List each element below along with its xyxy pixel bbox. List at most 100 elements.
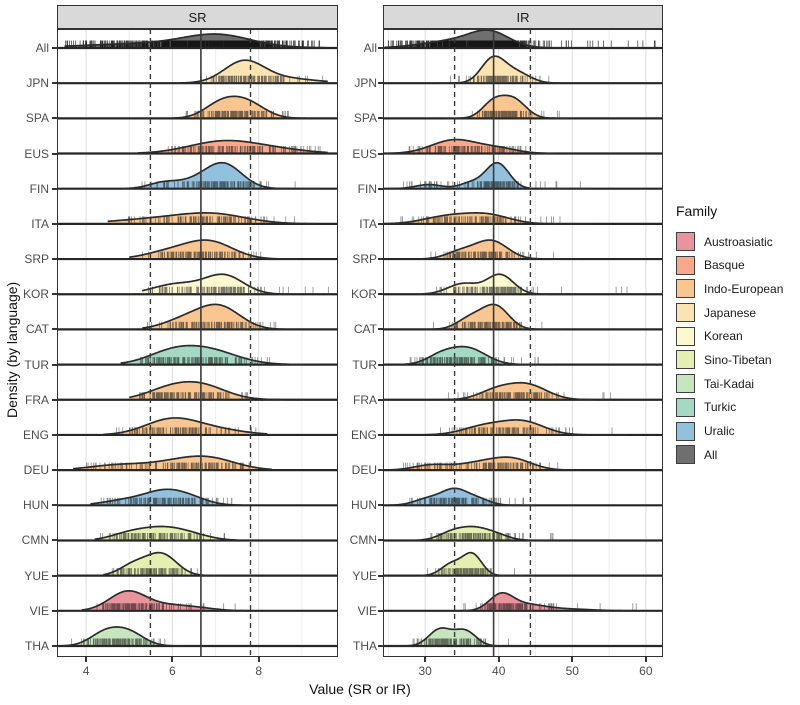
row-label: ENG bbox=[22, 427, 49, 442]
y-axis-tick bbox=[377, 222, 383, 225]
legend-label: Korean bbox=[704, 329, 743, 344]
y-axis-tick bbox=[377, 293, 383, 296]
row-label: THA bbox=[25, 639, 49, 653]
row-label: YUE bbox=[352, 568, 377, 583]
y-axis-tick bbox=[377, 187, 383, 190]
row-label: TUR bbox=[24, 357, 49, 372]
facet-strip-ir: IR bbox=[383, 5, 663, 29]
row-label: ENG bbox=[350, 427, 377, 442]
ridgeline-plot-ir bbox=[383, 29, 663, 657]
row-label: JPN bbox=[354, 76, 377, 91]
y-axis-tick bbox=[51, 47, 57, 49]
legend-item: Japanese bbox=[676, 303, 800, 323]
row-label: DEU bbox=[351, 463, 377, 478]
row-label: All bbox=[35, 41, 49, 55]
x-axis-tick bbox=[644, 657, 647, 662]
row-label: SPA bbox=[353, 111, 377, 126]
legend-swatch bbox=[676, 421, 695, 441]
y-axis-tick bbox=[377, 152, 383, 155]
x-tick-label: 4 bbox=[82, 664, 90, 678]
legend-label: Indo-European bbox=[704, 281, 784, 296]
x-tick-label: 40 bbox=[492, 664, 506, 678]
legend-item: Basque bbox=[676, 255, 800, 275]
legend-label: Sino-Tibetan bbox=[704, 352, 772, 367]
legend-title: Family bbox=[676, 203, 718, 219]
legend-label: All bbox=[704, 447, 718, 462]
row-label: FIN bbox=[357, 181, 377, 196]
row-label: VIE bbox=[357, 603, 377, 618]
y-axis-tick bbox=[377, 258, 383, 261]
legend-swatch bbox=[676, 374, 695, 394]
row-label: TUR bbox=[352, 357, 377, 372]
x-axis-tick bbox=[85, 657, 88, 662]
row-label: FRA bbox=[353, 392, 377, 407]
row-label: JPN bbox=[26, 76, 49, 91]
legend-swatch bbox=[676, 326, 695, 346]
x-axis-tick bbox=[257, 657, 260, 662]
legend-label: Austroasiatic bbox=[704, 234, 773, 249]
row-label: ITA bbox=[359, 216, 377, 231]
y-axis-tick bbox=[51, 469, 57, 472]
row-label: FIN bbox=[29, 181, 49, 196]
y-axis-tick bbox=[377, 469, 383, 472]
y-axis-tick bbox=[377, 328, 383, 331]
legend-swatch bbox=[676, 255, 695, 275]
x-axis-tick bbox=[424, 657, 427, 662]
y-axis-tick bbox=[51, 222, 57, 225]
row-label: ITA bbox=[31, 216, 49, 231]
row-label: HUN bbox=[23, 498, 49, 513]
row-label: SPA bbox=[25, 111, 49, 126]
legend-item: Austroasiatic bbox=[676, 232, 800, 251]
x-axis-title: Value (SR or IR) bbox=[309, 681, 411, 697]
legend-item: Uralic bbox=[676, 421, 800, 441]
legend-label: Basque bbox=[704, 258, 745, 273]
y-axis-title: Density (by language) bbox=[4, 281, 20, 419]
row-label: CAT bbox=[353, 322, 377, 337]
y-axis-tick bbox=[51, 293, 57, 296]
legend-item: Indo-European bbox=[676, 279, 800, 299]
x-axis-tick bbox=[571, 657, 574, 662]
y-axis-tick bbox=[51, 433, 57, 436]
row-label: EUS bbox=[352, 146, 377, 161]
facet-label-ir: IR bbox=[516, 9, 530, 25]
y-axis-tick bbox=[377, 609, 383, 612]
y-axis-tick bbox=[377, 504, 383, 507]
row-label: FRA bbox=[25, 392, 49, 407]
row-label: THA bbox=[353, 639, 377, 653]
legend-label: Uralic bbox=[704, 424, 735, 438]
row-label: EUS bbox=[24, 146, 49, 161]
y-axis-tick bbox=[51, 645, 57, 647]
row-label: SRP bbox=[24, 252, 49, 267]
x-tick-label: 8 bbox=[255, 664, 263, 678]
legend-label: Tai-Kadai bbox=[704, 376, 755, 391]
y-axis-tick bbox=[51, 82, 57, 85]
row-label: CMN bbox=[349, 533, 377, 548]
y-axis-tick bbox=[51, 539, 57, 542]
legend-swatch bbox=[676, 445, 695, 465]
y-axis-tick bbox=[377, 433, 383, 436]
legend-swatch bbox=[676, 279, 695, 299]
legend-item: Tai-Kadai bbox=[676, 374, 800, 394]
legend-label: Turkic bbox=[704, 400, 737, 415]
y-axis-tick bbox=[51, 187, 57, 190]
legend-swatch bbox=[676, 350, 695, 370]
legend-swatch bbox=[676, 232, 695, 251]
row-label: KOR bbox=[22, 287, 49, 302]
y-axis-tick bbox=[51, 609, 57, 612]
row-label: SRP bbox=[352, 252, 377, 267]
y-axis-tick bbox=[377, 82, 383, 85]
x-axis-tick bbox=[497, 657, 500, 662]
legend-label: Japanese bbox=[704, 305, 757, 320]
row-label: KOR bbox=[350, 287, 377, 302]
y-axis-tick bbox=[51, 117, 57, 120]
y-axis-tick bbox=[377, 47, 383, 49]
legend-item: Turkic bbox=[676, 397, 800, 417]
x-tick-label: 30 bbox=[418, 664, 432, 678]
y-axis-tick bbox=[377, 117, 383, 120]
x-tick-label: 50 bbox=[565, 664, 579, 678]
row-label: CAT bbox=[25, 322, 49, 337]
legend: Family Austroasiatic Basque Indo-European J… bbox=[676, 203, 800, 469]
x-tick-label: 60 bbox=[639, 664, 653, 678]
row-label: HUN bbox=[351, 498, 377, 513]
